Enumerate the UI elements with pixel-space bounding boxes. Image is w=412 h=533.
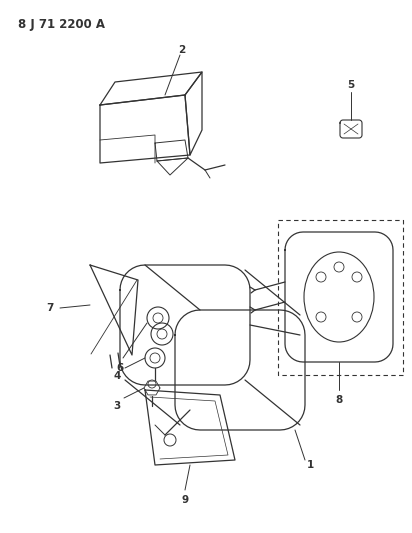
Text: 7: 7	[46, 303, 54, 313]
Text: 9: 9	[181, 495, 189, 505]
Text: 2: 2	[178, 45, 186, 55]
Text: 4: 4	[113, 371, 121, 381]
Text: 6: 6	[116, 363, 124, 373]
Text: 8: 8	[335, 395, 343, 405]
Text: 3: 3	[113, 401, 121, 411]
Text: 8 J 71 2200 A: 8 J 71 2200 A	[18, 18, 105, 31]
Text: 5: 5	[347, 80, 355, 90]
Bar	[278, 220, 403, 375]
Text: 1: 1	[307, 460, 314, 470]
